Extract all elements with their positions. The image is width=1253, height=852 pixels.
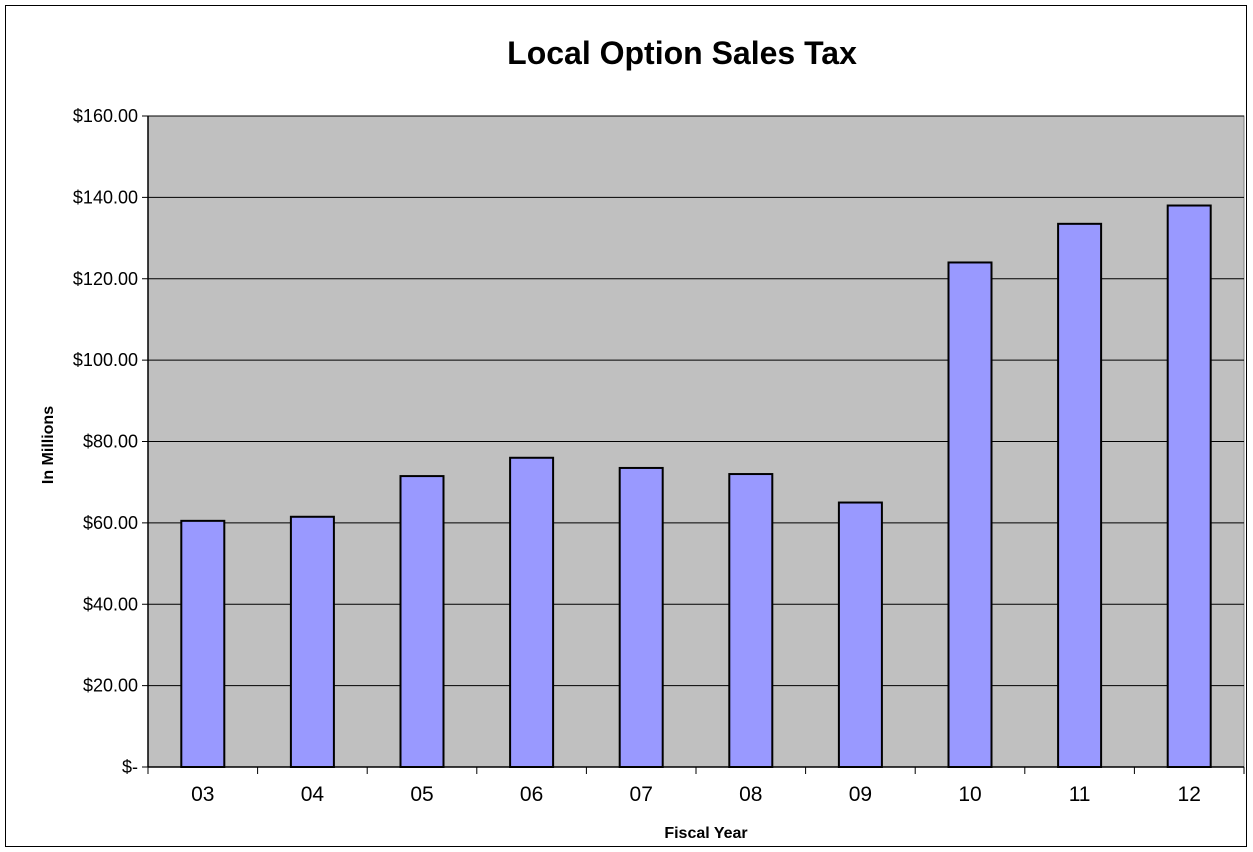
y-tick-label: $100.00 [73, 350, 138, 370]
y-tick-label: $- [122, 757, 138, 777]
x-tick-label: 07 [630, 783, 653, 806]
x-tick-label: 04 [301, 783, 325, 806]
x-tick-label: 12 [1178, 783, 1201, 806]
y-tick-label: $40.00 [83, 594, 138, 614]
x-tick-label: 08 [739, 783, 762, 806]
y-tick-label: $120.00 [73, 269, 138, 289]
x-tick-label: 09 [849, 783, 872, 806]
x-tick-label: 11 [1069, 783, 1091, 806]
y-axis-label: In Millions [40, 406, 57, 484]
bar-chart: Local Option Sales Tax $- $20.00 $40.00 $60… [40, 35, 1245, 842]
x-tick-label: 06 [520, 783, 543, 806]
bar-12 [1166, 204, 1212, 768]
x-tick-label: 10 [958, 783, 981, 806]
bar-10 [947, 261, 993, 768]
bar-07 [618, 466, 664, 768]
y-tick-label: $80.00 [83, 432, 138, 452]
x-tick-label: 03 [191, 783, 214, 806]
y-tick-label: $60.00 [83, 513, 138, 533]
y-tick-label: $140.00 [73, 187, 138, 207]
chart-title: Local Option Sales Tax [507, 35, 857, 71]
y-tick-label: $160.00 [73, 106, 138, 126]
bar-05 [399, 475, 445, 768]
bar-03 [180, 519, 226, 769]
y-tick-label: $20.00 [83, 676, 138, 696]
chart-frame: Local Option Sales Tax $- $20.00 $40.00 $60… [5, 5, 1247, 847]
axes [142, 115, 1245, 774]
bar-06 [509, 456, 555, 768]
x-axis-label: Fiscal Year [664, 825, 747, 842]
bar-09 [837, 501, 883, 768]
bars [180, 204, 1212, 769]
x-tick-labels: 03 04 05 06 07 08 09 10 11 12 [191, 783, 1201, 806]
x-tick-label: 05 [410, 783, 433, 806]
bar-04 [289, 515, 335, 768]
bar-11 [1057, 222, 1103, 768]
y-tick-labels: $- $20.00 $40.00 $60.00 $80.00 $100.00 $120.00… [73, 106, 138, 777]
bar-08 [728, 473, 774, 768]
